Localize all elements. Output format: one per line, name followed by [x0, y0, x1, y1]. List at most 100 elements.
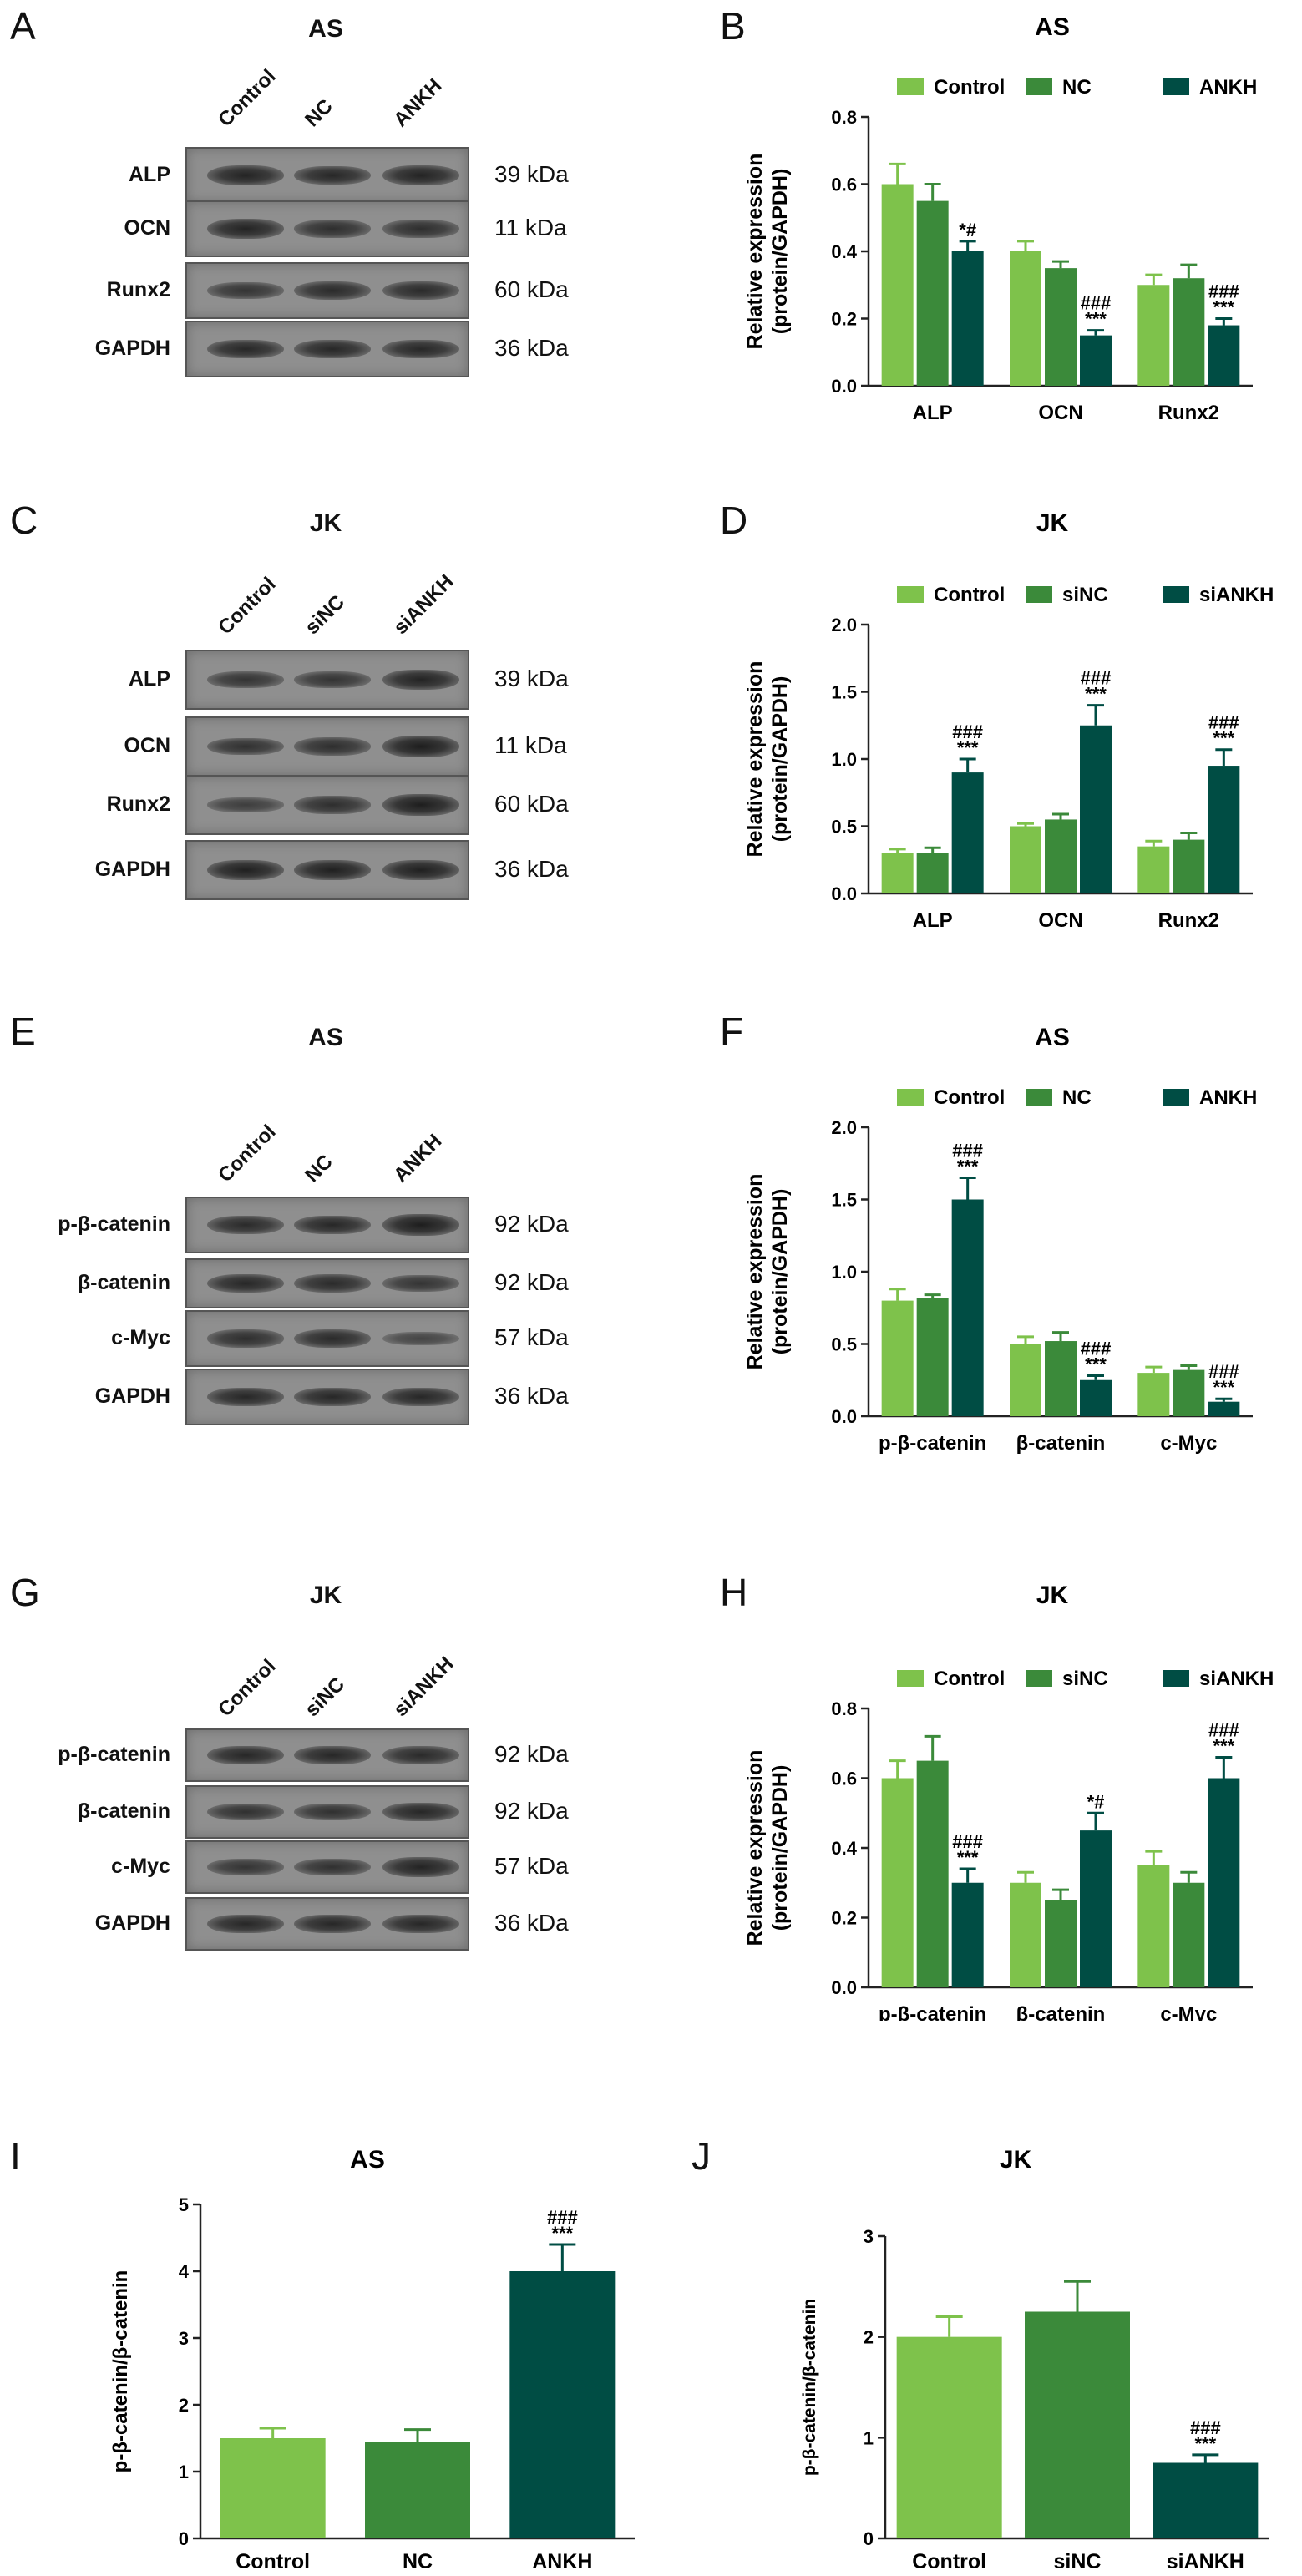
blot-strip	[185, 321, 469, 377]
blot-strip	[185, 716, 469, 777]
x-tick-label: β-catenin	[1016, 1432, 1106, 1455]
significance-mark: ***	[1213, 1377, 1234, 1398]
protein-band	[207, 165, 284, 185]
bar	[1173, 1882, 1205, 1987]
protein-band	[382, 220, 459, 238]
chart-j-jk-ratio: JK p-β-catenin/β-catenin 0 1 2 3 Control siNC **…	[800, 2146, 1269, 2573]
y-tick-label: 3	[864, 2226, 874, 2247]
protein-label: c-Myc	[111, 1855, 170, 1878]
bar	[1010, 251, 1041, 386]
y-tick-label: 0.6	[831, 175, 857, 195]
x-tick-label: NC	[403, 2550, 433, 2573]
bar	[1045, 1341, 1077, 1416]
y-axis-label: (protein/GAPDH)	[768, 1765, 792, 1931]
bar	[1080, 335, 1112, 386]
protein-band	[294, 796, 371, 814]
bar	[1010, 1344, 1041, 1416]
y-tick-label: 0.0	[831, 1977, 857, 1998]
bar	[1137, 1373, 1170, 1416]
lane-label: Control	[214, 1120, 281, 1187]
y-tick-label: 2.0	[831, 615, 857, 635]
molecular-weight-label: 36 kDa	[494, 856, 569, 882]
significance-mark: ###	[952, 1141, 983, 1161]
bar	[916, 853, 949, 893]
significance-mark: ***	[551, 2223, 573, 2244]
significance-mark: ###	[1081, 1339, 1112, 1359]
protein-band	[207, 859, 284, 881]
panel-label-a: A	[10, 4, 36, 48]
panel-label-g: G	[10, 1571, 40, 1614]
bar	[1208, 1778, 1240, 1987]
legend-label: ANKH	[1199, 76, 1257, 99]
significance-mark: ***	[1213, 728, 1234, 749]
y-tick-label: 3	[179, 2328, 189, 2349]
molecular-weight-label: 92 kDa	[494, 1269, 569, 1295]
significance-mark: ###	[1208, 281, 1239, 302]
bar	[881, 1778, 914, 1987]
protein-band	[382, 1914, 459, 1934]
legend-label: siANKH	[1199, 584, 1274, 606]
y-tick-label: 2	[179, 2395, 189, 2416]
bar	[1080, 1379, 1112, 1416]
x-tick-label: c-Myc	[1160, 1432, 1217, 1455]
chart-h-jk-wnt-markers: JK Control siNC siANKH Relative expression (p…	[743, 1582, 1274, 2021]
y-tick-label: 4	[179, 2261, 190, 2282]
significance-mark: ***	[957, 1156, 979, 1177]
protein-band	[207, 1745, 284, 1765]
y-axis-label: Relative expression	[743, 1174, 767, 1370]
protein-label: GAPDH	[94, 858, 170, 881]
y-axis-label: (protein/GAPDH)	[768, 1189, 792, 1355]
x-tick-label: siANKH	[1167, 2550, 1244, 2573]
legend-swatch	[897, 78, 924, 95]
lane-label: siANKH	[389, 1652, 458, 1722]
bar	[220, 2438, 326, 2538]
protein-label: ALP	[129, 667, 170, 691]
molecular-weight-label: 36 kDa	[494, 1383, 569, 1409]
bar	[1080, 1830, 1112, 1987]
protein-band	[294, 1858, 371, 1876]
legend-label: NC	[1062, 76, 1092, 99]
protein-band	[294, 281, 371, 300]
molecular-weight-label: 39 kDa	[494, 161, 569, 187]
molecular-weight-label: 92 kDa	[494, 1211, 569, 1237]
blot-title: JK	[309, 509, 342, 537]
protein-label: OCN	[124, 734, 170, 757]
significance-mark: *#	[1087, 1791, 1105, 1812]
x-tick-label: p-β-catenin	[879, 2003, 986, 2021]
significance-mark: ***	[1085, 1354, 1107, 1375]
y-axis-label: p-β-catenin/β-catenin	[109, 2270, 132, 2473]
protein-band	[382, 859, 459, 881]
protein-label: Runx2	[106, 278, 170, 301]
y-tick-label: 5	[179, 2194, 189, 2215]
lane-label: siANKH	[389, 570, 458, 640]
bar	[951, 772, 984, 893]
protein-band	[294, 165, 371, 185]
legend-swatch	[1026, 1670, 1052, 1687]
chart-title: AS	[1035, 13, 1070, 41]
y-tick-label: 1.0	[831, 749, 857, 770]
bar	[1208, 325, 1240, 386]
panel-label-d: D	[720, 498, 748, 542]
protein-band	[294, 220, 371, 238]
significance-mark: ***	[957, 737, 979, 758]
blot-strip	[185, 262, 469, 319]
blot-strip	[185, 200, 469, 257]
bar	[1025, 2311, 1130, 2538]
legend-label: siANKH	[1199, 1668, 1274, 1690]
bar	[881, 1300, 914, 1416]
protein-band	[382, 339, 459, 359]
significance-mark: ###	[1081, 293, 1112, 314]
lane-label: ANKH	[389, 74, 447, 132]
bar	[1208, 766, 1240, 893]
significance-mark: ***	[1213, 1735, 1234, 1756]
protein-band	[207, 737, 284, 756]
y-tick-label: 2.0	[831, 1117, 857, 1138]
bar	[1045, 268, 1077, 386]
molecular-weight-label: 60 kDa	[494, 276, 569, 302]
blot-title: JK	[309, 1582, 342, 1609]
y-tick-label: 1.5	[831, 1190, 857, 1211]
lane-label: ANKH	[389, 1130, 447, 1187]
protein-band	[294, 1745, 371, 1765]
blot-strip	[185, 147, 469, 204]
chart-b-as-osteogenic-markers: AS Control NC ANKH Relative expression (prote…	[743, 13, 1257, 424]
